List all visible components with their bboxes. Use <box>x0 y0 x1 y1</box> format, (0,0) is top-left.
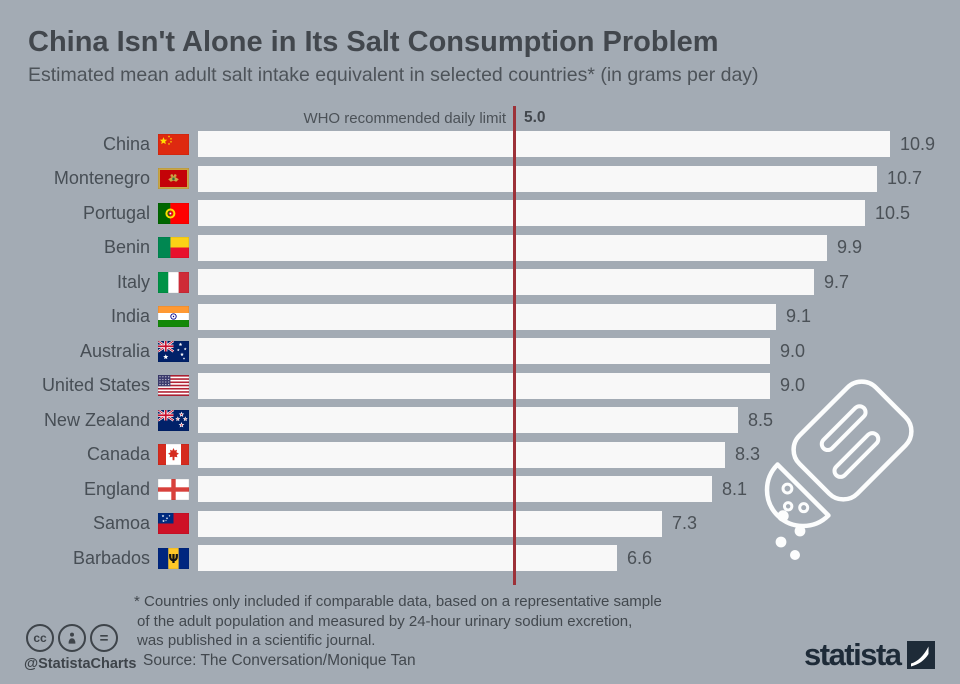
value-bar <box>198 303 776 330</box>
flag-united-states <box>158 375 189 396</box>
statista-charts-handle[interactable]: @StatistaCharts <box>24 656 137 672</box>
equal-icon[interactable]: = <box>90 624 118 652</box>
reference-line-value: 5.0 <box>524 109 546 126</box>
value-bar <box>198 165 877 192</box>
value-bar <box>198 372 770 399</box>
value-label: 6.6 <box>627 547 653 568</box>
svg-text:Ψ: Ψ <box>168 552 178 566</box>
source-credit: Source: The Conversation/Monique Tan <box>143 652 416 669</box>
reference-line <box>513 106 516 585</box>
value-bar <box>198 476 712 502</box>
chart-row: Samoa 7.3 <box>0 510 960 537</box>
footnote: * Countries only included if comparable … <box>134 592 744 651</box>
footnote-line: of the adult population and measured by … <box>137 612 633 630</box>
flag-new-zealand <box>158 409 189 431</box>
flag-italy <box>158 271 189 293</box>
reference-line-label: WHO recommended daily limit <box>303 110 506 127</box>
flag-portugal <box>158 202 189 224</box>
country-label: Italy <box>116 271 150 292</box>
country-label: Australia <box>79 340 150 361</box>
statista-logo-text: statista <box>804 637 902 672</box>
bar-chart: China 10.9 Montenegro 10.7 Portugal 10.5… <box>0 131 960 580</box>
chart-row: Italy 9.7 <box>0 269 960 295</box>
value-label: 9.9 <box>837 237 863 257</box>
value-bar <box>198 234 827 261</box>
flag-samoa <box>158 513 189 534</box>
flag-india <box>158 306 189 327</box>
country-label: Barbados <box>72 547 150 568</box>
value-label: 8.3 <box>735 444 761 464</box>
flag-barbados: Ψ <box>158 547 189 569</box>
creative-commons-badges[interactable]: cc = <box>26 624 118 652</box>
chart-row: Portugal 10.5 <box>0 200 960 226</box>
value-label: 10.5 <box>875 202 911 223</box>
value-label: 9.0 <box>780 375 806 395</box>
value-label: 9.7 <box>824 271 850 292</box>
chart-row: China 10.9 <box>0 131 960 157</box>
value-label: 8.5 <box>748 409 774 430</box>
statista-logo[interactable]: statista <box>804 637 935 672</box>
value-bar <box>198 338 770 364</box>
cc-icon[interactable]: cc <box>26 624 54 652</box>
flag-china <box>158 133 189 155</box>
value-label: 8.1 <box>722 478 748 499</box>
value-bar <box>198 407 738 433</box>
value-bar <box>198 441 725 468</box>
country-label: Canada <box>86 444 150 464</box>
statista-logo-mark-icon <box>906 641 935 669</box>
country-label: Benin <box>103 237 150 257</box>
country-label: China <box>102 133 150 154</box>
value-label: 9.1 <box>786 306 812 326</box>
chart-row: Canada 8.3 <box>0 441 960 468</box>
value-bar <box>198 131 890 157</box>
value-label: 9.0 <box>780 340 806 361</box>
footnote-line: was published in a scientific journal. <box>137 632 376 649</box>
value-label: 7.3 <box>672 513 698 533</box>
country-label: New Zealand <box>43 409 150 430</box>
value-bar <box>198 545 617 571</box>
salt-shaker-icon <box>764 379 914 560</box>
attribution-icon[interactable] <box>58 624 86 652</box>
page-title: China Isn't Alone in Its Salt Consumptio… <box>28 26 719 58</box>
chart-row: New Zealand 8.5 <box>0 407 960 433</box>
country-label: Portugal <box>82 202 150 223</box>
flag-australia <box>158 340 189 362</box>
country-label: England <box>83 478 150 499</box>
footnote-line: * Countries only included if comparable … <box>134 593 662 610</box>
chart-row: India 9.1 <box>0 303 960 330</box>
chart-row: Benin 9.9 <box>0 234 960 261</box>
country-label: Samoa <box>92 513 150 533</box>
country-label: United States <box>41 375 150 395</box>
flag-canada <box>158 444 189 465</box>
chart-row: England 8.1 <box>0 476 960 502</box>
flag-benin <box>158 237 189 258</box>
country-label: India <box>110 306 150 326</box>
page-subtitle: Estimated mean adult salt intake equival… <box>28 64 759 86</box>
value-label: 10.7 <box>887 168 923 188</box>
value-bar <box>198 269 814 295</box>
flag-england <box>158 478 189 500</box>
value-bar <box>198 200 865 226</box>
value-label: 10.9 <box>900 133 936 154</box>
value-bar <box>198 510 662 537</box>
chart-row: Montenegro 10.7 <box>0 165 960 192</box>
country-label: Montenegro <box>53 168 150 188</box>
flag-montenegro <box>158 168 189 189</box>
chart-row: United States 9.0 <box>0 372 960 399</box>
chart-row: Australia 9.0 <box>0 338 960 364</box>
chart-row: Barbados Ψ 6.6 <box>0 545 960 571</box>
salt-grains <box>775 510 806 560</box>
